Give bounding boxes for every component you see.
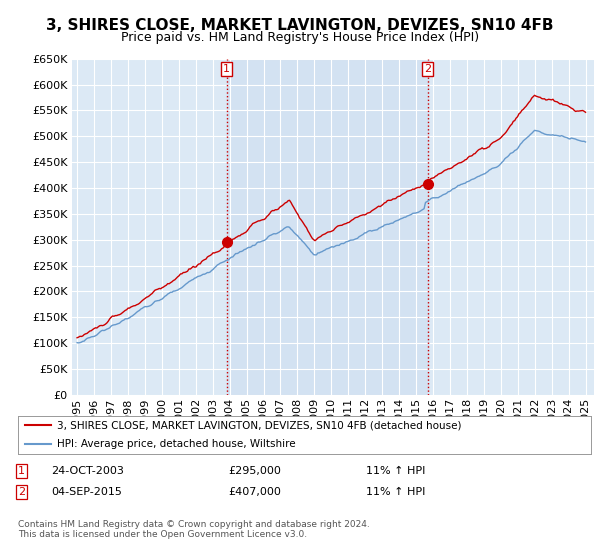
Bar xyxy=(227,59,428,395)
Text: 1: 1 xyxy=(18,466,25,476)
Text: 11% ↑ HPI: 11% ↑ HPI xyxy=(366,466,425,476)
Text: £295,000: £295,000 xyxy=(228,466,281,476)
Text: HPI: Average price, detached house, Wiltshire: HPI: Average price, detached house, Wilt… xyxy=(57,439,296,449)
Text: 2: 2 xyxy=(18,487,25,497)
Text: 24-OCT-2003: 24-OCT-2003 xyxy=(51,466,124,476)
Text: 04-SEP-2015: 04-SEP-2015 xyxy=(51,487,122,497)
Text: 3, SHIRES CLOSE, MARKET LAVINGTON, DEVIZES, SN10 4FB (detached house): 3, SHIRES CLOSE, MARKET LAVINGTON, DEVIZ… xyxy=(57,420,461,430)
Text: Price paid vs. HM Land Registry's House Price Index (HPI): Price paid vs. HM Land Registry's House … xyxy=(121,31,479,44)
Text: 2: 2 xyxy=(424,64,431,74)
Text: £407,000: £407,000 xyxy=(228,487,281,497)
Text: 3, SHIRES CLOSE, MARKET LAVINGTON, DEVIZES, SN10 4FB: 3, SHIRES CLOSE, MARKET LAVINGTON, DEVIZ… xyxy=(46,18,554,33)
Text: Contains HM Land Registry data © Crown copyright and database right 2024.
This d: Contains HM Land Registry data © Crown c… xyxy=(18,520,370,539)
Text: 11% ↑ HPI: 11% ↑ HPI xyxy=(366,487,425,497)
Text: 1: 1 xyxy=(223,64,230,74)
